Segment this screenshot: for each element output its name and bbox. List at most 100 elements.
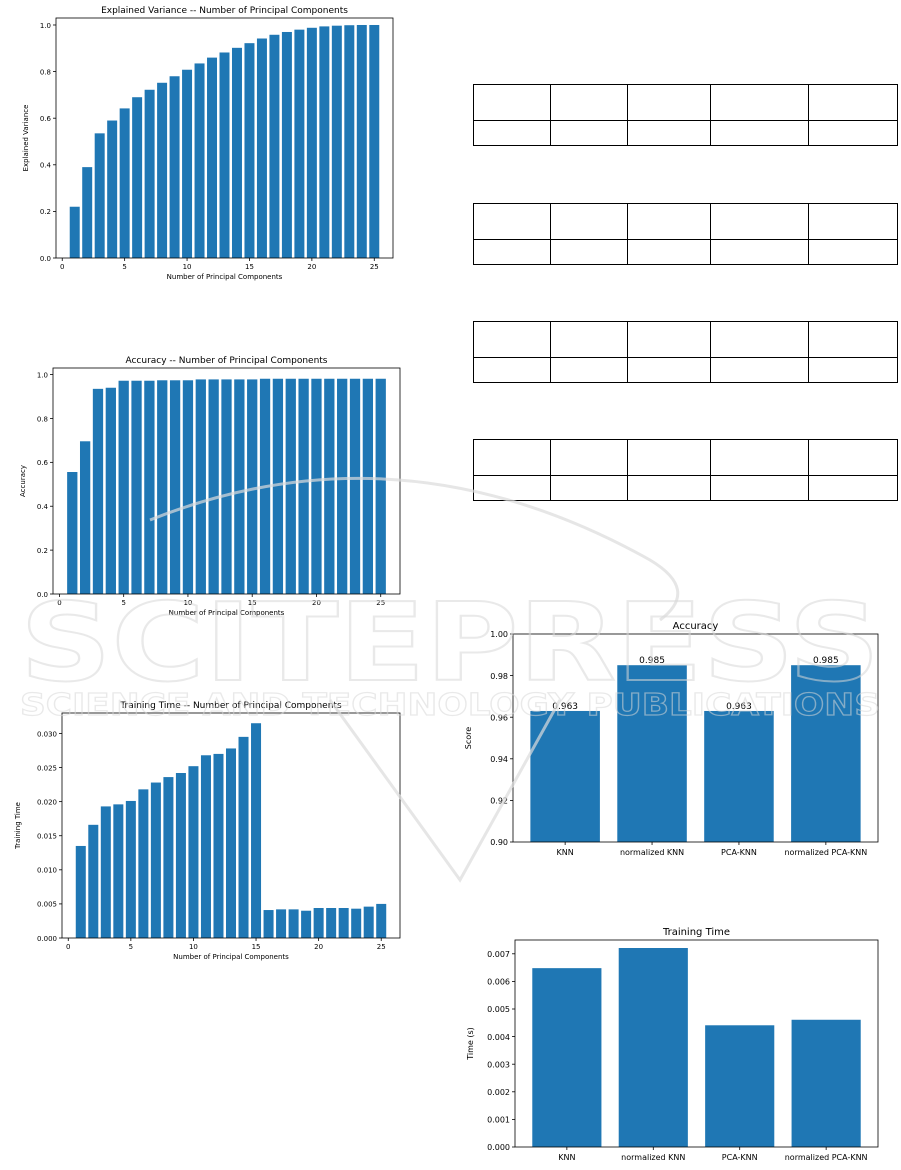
bar xyxy=(207,57,218,258)
bar xyxy=(157,380,168,594)
x-tick-label: 10 xyxy=(183,263,192,271)
y-axis-label: Training Time xyxy=(14,802,22,850)
y-tick-label: 0.004 xyxy=(487,1033,510,1042)
y-tick-label: 0.007 xyxy=(487,950,510,959)
bar xyxy=(532,968,602,1147)
y-tick-label: 1.0 xyxy=(37,371,48,379)
x-tick-label: normalized PCA-KNN xyxy=(784,848,867,857)
x-tick-label: 0 xyxy=(66,943,70,951)
bar xyxy=(105,387,116,594)
x-tick-label: 0 xyxy=(57,599,61,607)
bar xyxy=(530,710,600,842)
table-cell xyxy=(808,475,898,501)
bar xyxy=(285,378,296,594)
bar xyxy=(195,379,206,594)
x-tick-label: 25 xyxy=(370,263,379,271)
bar xyxy=(247,379,258,594)
table-cell xyxy=(550,321,628,358)
bar xyxy=(92,388,104,594)
bar xyxy=(338,908,349,938)
chart-title: Explained Variance -- Number of Principa… xyxy=(101,6,348,16)
bar xyxy=(113,804,124,938)
table-cell xyxy=(550,439,628,476)
y-axis-label: Score xyxy=(464,727,473,749)
bar xyxy=(208,379,219,594)
chart-title: Accuracy -- Number of Principal Componen… xyxy=(125,356,327,366)
x-tick-label: KNN xyxy=(558,1153,575,1162)
bar xyxy=(175,773,186,938)
table-cell xyxy=(627,475,711,501)
bar xyxy=(375,378,386,594)
results-table-4 xyxy=(473,439,898,501)
table-cell xyxy=(473,120,551,146)
bar-value-label: 0.985 xyxy=(813,656,839,666)
bar xyxy=(100,806,111,938)
bar xyxy=(182,380,194,594)
bar xyxy=(376,903,387,938)
y-tick-label: 0.6 xyxy=(37,459,49,467)
y-axis-label: Explained Variance xyxy=(22,105,30,172)
table-cell xyxy=(808,120,898,146)
table-cell xyxy=(473,357,551,383)
bar xyxy=(82,167,93,258)
y-tick-label: 0.025 xyxy=(37,764,57,772)
y-tick-label: 0.96 xyxy=(490,713,508,722)
explained-variance-chart: Explained Variance -- Number of Principa… xyxy=(22,6,394,281)
x-tick-label: 25 xyxy=(377,943,386,951)
chart-title: Accuracy xyxy=(673,621,719,632)
plot-frame xyxy=(514,939,879,1148)
x-tick-label: 20 xyxy=(307,263,316,271)
bar xyxy=(157,82,168,258)
y-tick-label: 0.005 xyxy=(37,901,57,909)
y-tick-label: 0.001 xyxy=(487,1116,510,1125)
table-cell xyxy=(710,203,809,240)
bar xyxy=(276,909,287,938)
bar xyxy=(256,38,267,259)
bar xyxy=(75,845,86,938)
x-tick-label: KNN xyxy=(557,848,574,857)
bar xyxy=(319,26,330,258)
chart-title: Training Time -- Number of Principal Com… xyxy=(119,701,342,711)
bar xyxy=(306,27,317,258)
table-cell xyxy=(473,475,551,501)
bar xyxy=(705,1025,775,1147)
bar xyxy=(362,378,374,594)
y-tick-label: 0.020 xyxy=(37,798,57,806)
table-cell xyxy=(808,239,898,265)
table-cell xyxy=(808,357,898,383)
bar xyxy=(251,723,262,938)
y-tick-label: 0.002 xyxy=(487,1088,510,1097)
bar xyxy=(182,69,193,259)
results-table-3 xyxy=(473,321,898,383)
table-cell xyxy=(627,321,711,358)
bar xyxy=(150,782,161,938)
x-axis-label: Number of Principal Components xyxy=(173,953,289,961)
table-cell xyxy=(808,439,898,476)
y-tick-label: 0.8 xyxy=(37,415,48,423)
bar xyxy=(194,63,205,259)
y-tick-label: 0.0 xyxy=(37,591,48,599)
bar xyxy=(225,748,237,938)
x-tick-label: 5 xyxy=(121,599,125,607)
bar xyxy=(324,378,335,594)
bar xyxy=(132,97,143,258)
y-tick-label: 0.98 xyxy=(490,672,508,681)
bar xyxy=(349,378,361,594)
x-tick-label: 10 xyxy=(189,943,198,951)
plot-frame xyxy=(55,17,394,259)
table-cell xyxy=(627,439,711,476)
bar xyxy=(344,25,355,259)
x-tick-label: 15 xyxy=(245,263,254,271)
bar xyxy=(107,120,118,259)
x-tick-label: PCA-KNN xyxy=(722,1153,758,1162)
table-cell xyxy=(710,475,809,501)
table-cell xyxy=(808,321,898,358)
training-time-comparison-chart: Training Time 0.000 0.001 0.002 0.003 0.004 0.… xyxy=(466,927,879,1162)
table-cell xyxy=(710,439,809,476)
x-tick-label: normalized KNN xyxy=(621,1153,685,1162)
bar xyxy=(331,25,342,259)
bar xyxy=(213,753,224,938)
table-cell xyxy=(473,239,551,265)
table-cell xyxy=(550,475,628,501)
y-tick-label: 0.000 xyxy=(487,1143,510,1152)
